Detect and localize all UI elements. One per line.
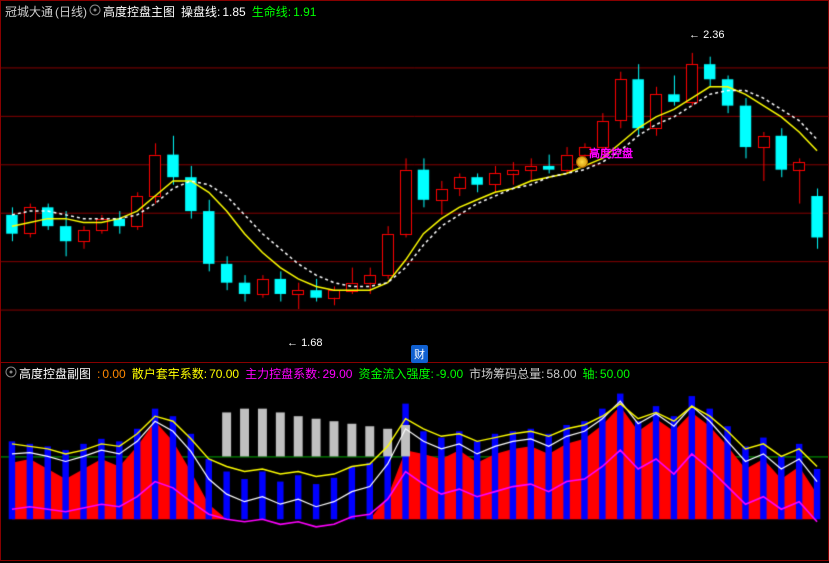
sub-header: 高度控盘副图 :0.00 散户套牢系数:70.00 主力控盘系数:29.00 资… [1, 363, 634, 384]
gear-icon[interactable] [89, 4, 101, 19]
m4-label: 市场筹码总量: [469, 365, 544, 382]
m2-value: 29.00 [322, 367, 352, 381]
sub-indicator-name: 高度控盘副图 [19, 365, 91, 382]
sub-chart-canvas[interactable] [1, 363, 828, 559]
m3-value: -9.00 [436, 367, 463, 381]
m2-label: 主力控盘系数: [245, 365, 320, 382]
m0-label: : [97, 367, 100, 381]
line2-label: 生命线: [252, 3, 291, 20]
m0-value: 0.00 [102, 367, 125, 381]
m4-value: 58.00 [547, 367, 577, 381]
stock-name: 冠城大通 [5, 3, 53, 20]
main-header: 冠城大通 (日线) 高度控盘主图 操盘线: 1.85 生命线: 1.91 [1, 1, 320, 22]
m1-label: 散户套牢系数: [132, 365, 207, 382]
m3-label: 资金流入强度: [358, 365, 433, 382]
m5-value: 50.00 [600, 367, 630, 381]
main-chart-panel[interactable]: 冠城大通 (日线) 高度控盘主图 操盘线: 1.85 生命线: 1.91 ← 1… [0, 0, 829, 363]
main-chart-canvas[interactable] [1, 1, 828, 362]
line2-value: 1.91 [293, 5, 316, 19]
sub-chart-panel[interactable]: 高度控盘副图 :0.00 散户套牢系数:70.00 主力控盘系数:29.00 资… [0, 363, 829, 561]
line1-label: 操盘线: [181, 3, 220, 20]
gear-icon[interactable] [5, 366, 17, 381]
m5-label: 轴: [583, 365, 598, 382]
indicator-name: 高度控盘主图 [103, 3, 175, 20]
m1-value: 70.00 [209, 367, 239, 381]
period-label: (日线) [55, 3, 87, 20]
line1-value: 1.85 [222, 5, 245, 19]
